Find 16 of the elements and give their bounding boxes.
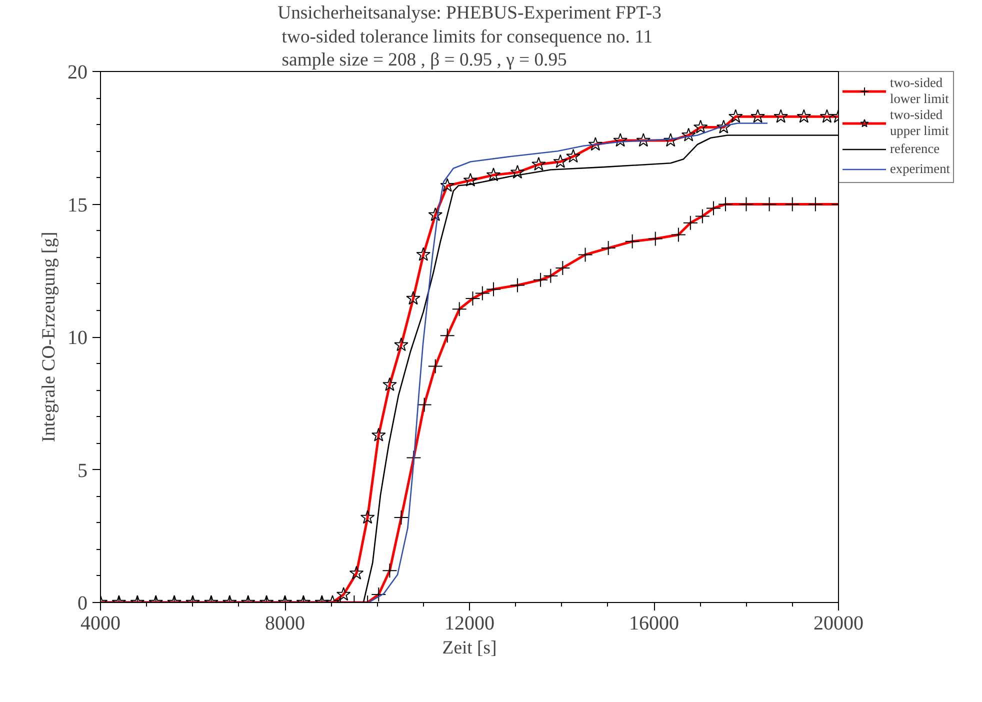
y-tick-label: 10 [68, 327, 88, 349]
x-tick-label: 8000 [265, 612, 305, 634]
x-tick-label: 16000 [629, 612, 679, 634]
y-tick-label: 0 [78, 592, 88, 614]
x-tick-label: 4000 [80, 612, 120, 634]
legend-label: experiment [890, 161, 950, 177]
y-axis-title: Integrale CO-Erzeugung [g] [38, 232, 60, 442]
legend-label: reference [890, 141, 940, 157]
chart-title: Unsicherheitsanalyse: PHEBUS-Experiment FPT-3 [278, 2, 662, 24]
x-axis-title: Zeit [s] [442, 638, 497, 658]
chart-subtitle: two-sided tolerance limits for consequence no. 11 sample size = 208 , β = 0.95 , γ = 0.95 [282, 26, 653, 70]
x-tick-label: 20000 [814, 612, 864, 634]
y-tick-label: 5 [78, 460, 88, 482]
y-tick-label: 20 [68, 62, 88, 84]
y-tick-label: 15 [68, 194, 88, 216]
x-tick-label: 12000 [444, 612, 494, 634]
